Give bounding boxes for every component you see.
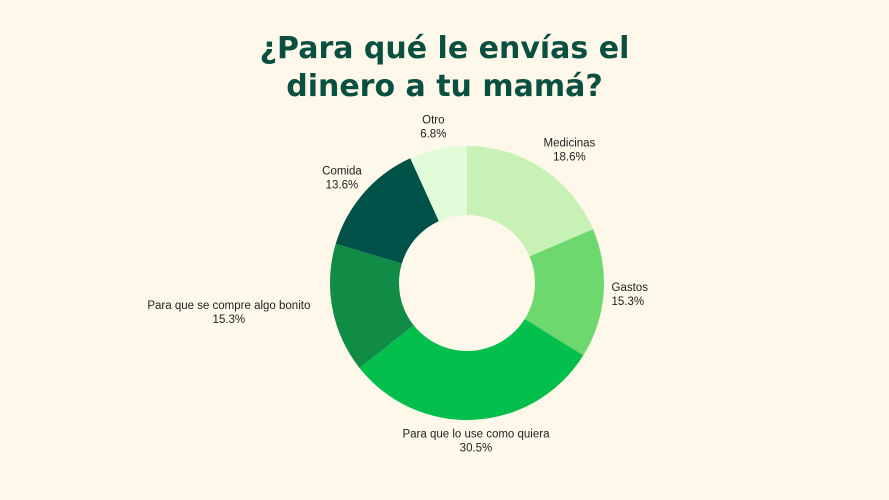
slice-label-name: Otro bbox=[422, 115, 444, 127]
slice-label: Comida 13.6% bbox=[322, 166, 362, 192]
slice-label: Gastos 15.3% bbox=[612, 282, 649, 308]
chart-title-line-1: ¿Para qué le envías el bbox=[259, 31, 630, 66]
slice-label-value: 15.3% bbox=[612, 296, 645, 308]
slice-gastos bbox=[524, 229, 604, 356]
slice-comida bbox=[335, 158, 439, 264]
slice-label-name: Para que se compre algo bonito bbox=[147, 300, 310, 312]
slice-label-name: Gastos bbox=[612, 282, 649, 294]
slice-label-value: 13.6% bbox=[326, 180, 359, 192]
slice-medicinas bbox=[467, 146, 594, 257]
slice-label: Para que se compre algo bonito 15.3% bbox=[147, 300, 310, 326]
slice-label-name: Para que lo use como quiera bbox=[402, 429, 550, 441]
slice-label-name: Medicinas bbox=[544, 137, 596, 149]
slice-para-que-lo-use-como-quiera bbox=[359, 318, 584, 421]
slice-label-value: 18.6% bbox=[553, 151, 586, 163]
slice-label-value: 15.3% bbox=[213, 314, 246, 326]
slice-para-que-se-compre-algo-bonito bbox=[330, 243, 414, 369]
slice-label-value: 6.8% bbox=[420, 129, 446, 141]
slice-label-name: Comida bbox=[322, 166, 362, 178]
slice-label: Medicinas 18.6% bbox=[544, 137, 596, 163]
slice-label-value: 30.5% bbox=[460, 443, 493, 455]
slice-label: Otro 6.8% bbox=[420, 115, 446, 141]
chart-title-line-2: dinero a tu mamá? bbox=[286, 69, 603, 104]
slice-otro bbox=[410, 146, 467, 222]
chart-title: ¿Para qué le envías el dinero a tu mamá? bbox=[0, 30, 889, 106]
slice-label: Para que lo use como quiera 30.5% bbox=[402, 429, 550, 455]
